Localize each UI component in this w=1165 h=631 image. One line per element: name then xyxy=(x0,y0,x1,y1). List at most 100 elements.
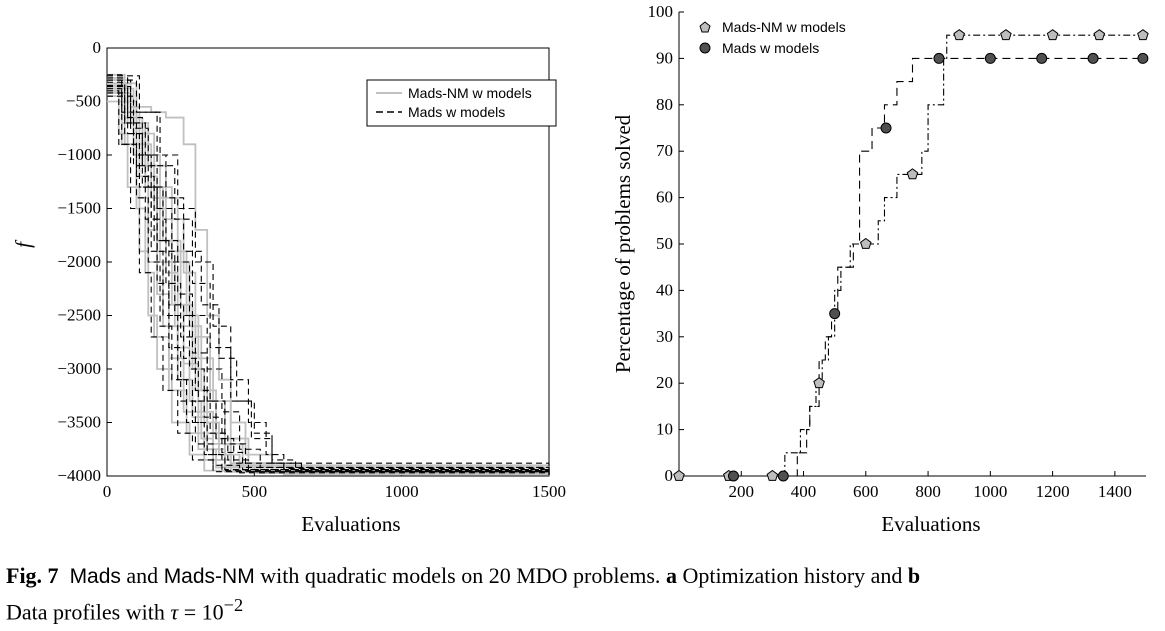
caption-and: and xyxy=(120,563,164,588)
run-line-mads xyxy=(107,90,550,476)
caption-text-1: with quadratic models on 20 MDO problems… xyxy=(254,563,666,588)
legend-box-a xyxy=(366,79,557,127)
x-tick-label-a: 1500 xyxy=(532,482,566,501)
marker-mads-nm xyxy=(1137,29,1149,41)
legend-label-mads-b: Mads w models xyxy=(722,40,819,56)
marker-mads xyxy=(1036,52,1048,64)
y-tick-label-b: 70 xyxy=(656,141,673,160)
y-tick-label-a: −2000 xyxy=(57,252,101,271)
legend-swatch-mads-nm-b xyxy=(699,21,711,33)
run-line-mads xyxy=(107,81,550,475)
y-tick-label-b: 0 xyxy=(665,466,674,485)
run-line-mads xyxy=(107,92,550,475)
x-axis-label-a: Evaluations xyxy=(301,512,400,536)
x-tick-label-b: 1000 xyxy=(973,482,1007,501)
y-tick-label-b: 10 xyxy=(656,420,673,439)
caption-panel-b: b xyxy=(907,563,921,588)
caption-mads-nm: Mads-NM xyxy=(163,565,255,588)
y-tick-label-a: −4000 xyxy=(57,466,101,485)
run-line-mads-nm xyxy=(107,79,550,476)
x-tick-label-b: 800 xyxy=(915,482,941,501)
run-line-mads xyxy=(107,75,550,475)
caption-panel-a: a xyxy=(665,563,677,588)
marker-mads xyxy=(727,470,739,482)
run-line-mads-nm xyxy=(107,73,550,475)
run-line-mads-nm xyxy=(107,77,550,475)
y-tick-label-a: 0 xyxy=(93,38,102,57)
panel-a: 0 500 1000 1500 0 −500 −1000 −1500 −2000 −2500 −30… xyxy=(11,38,566,536)
caption-equals: = 10 xyxy=(178,599,224,625)
y-tick-label-b: 50 xyxy=(656,234,673,253)
y-tick-label-b: 20 xyxy=(656,373,673,392)
marker-mads xyxy=(1087,52,1099,64)
x-tick-label-b: 600 xyxy=(853,482,879,501)
x-tick-label-b: 400 xyxy=(791,482,817,501)
panel-b: 200 400 600 800 1000 1200 1400 0 10 20 30 40 50 60 70 8… xyxy=(611,2,1149,536)
x-tick-label-b: 200 xyxy=(729,482,755,501)
caption-exponent: −2 xyxy=(223,595,244,615)
run-line-mads xyxy=(107,95,550,475)
series-lines-b xyxy=(673,29,1149,482)
y-tick-label-b: 30 xyxy=(656,327,673,346)
x-tick-label-a: 1000 xyxy=(385,482,419,501)
marker-mads xyxy=(829,308,841,320)
y-tick-label-a: −500 xyxy=(66,92,101,111)
marker-mads-nm xyxy=(860,237,872,249)
y-axis-label-a: f xyxy=(11,239,35,248)
caption-fig-number: Fig. 7 xyxy=(6,563,59,588)
profile-line-mads-nm xyxy=(679,34,1146,477)
legend-swatch-mads-b xyxy=(699,42,711,54)
y-tick-label-a: −2500 xyxy=(57,306,101,325)
caption-tau: τ xyxy=(170,599,179,625)
x-tick-label-b: 1400 xyxy=(1098,482,1132,501)
run-line-mads xyxy=(107,84,550,475)
caption-mads: Mads xyxy=(69,565,121,588)
marker-mads xyxy=(777,470,789,482)
marker-mads-nm xyxy=(813,377,825,389)
caption-line-2: Data profiles with xyxy=(6,599,171,625)
run-line-mads-nm xyxy=(107,100,550,475)
marker-mads-nm xyxy=(953,29,965,41)
run-line-mads xyxy=(107,77,550,475)
x-tick-label-a: 0 xyxy=(103,482,112,501)
marker-mads xyxy=(880,122,892,134)
tick-labels-a: 0 500 1000 1500 0 −500 −1000 −1500 −2000 −2500 −30… xyxy=(57,38,566,501)
legend-label-mads-nm-b: Mads-NM w models xyxy=(722,19,846,35)
marker-mads-nm xyxy=(906,168,919,180)
run-line-mads xyxy=(107,88,550,475)
run-line-mads xyxy=(107,79,550,475)
y-tick-label-a: −3000 xyxy=(57,359,101,378)
y-tick-label-b: 80 xyxy=(656,95,673,114)
legend-b: Mads-NM w models Mads w models xyxy=(699,19,846,56)
y-axis-label-b: Percentage of problems solved xyxy=(611,114,635,373)
figure-caption: Fig. 7 Mads and Mads-NM with quadratic m… xyxy=(6,562,1161,626)
x-axis-label-b: Evaluations xyxy=(881,512,980,536)
marker-mads-nm xyxy=(1093,29,1106,41)
marker-mads-nm xyxy=(1000,29,1012,41)
marker-mads xyxy=(1137,52,1149,64)
y-tick-label-b: 90 xyxy=(656,48,673,67)
marker-mads xyxy=(933,52,945,64)
run-line-mads-nm xyxy=(107,82,550,475)
run-line-mads xyxy=(107,74,550,475)
run-line-mads-nm xyxy=(107,84,550,476)
y-tick-label-a: −3500 xyxy=(57,413,101,432)
legend-a: Mads-NM w models Mads w models xyxy=(366,79,557,127)
run-line-mads-nm xyxy=(107,95,550,476)
marker-mads xyxy=(984,52,996,64)
marker-mads-nm xyxy=(1046,29,1059,41)
y-tick-label-b: 60 xyxy=(656,188,673,207)
y-tick-label-a: −1000 xyxy=(57,145,101,164)
run-line-mads-nm xyxy=(107,79,550,475)
series-lines-a xyxy=(107,73,550,476)
caption-text-2: Optimization history and xyxy=(676,563,908,588)
profile-line-mads xyxy=(679,57,1146,477)
y-tick-label-b: 40 xyxy=(656,280,673,299)
y-tick-label-b: 100 xyxy=(648,2,674,21)
figure: 0 500 1000 15000−500−1000−1500−2000−2500−30… xyxy=(11,2,1149,536)
run-line-mads xyxy=(107,79,550,475)
y-tick-label-a: −1500 xyxy=(57,199,101,218)
run-line-mads-nm xyxy=(107,87,550,475)
legend-label-mads-nm: Mads-NM w models xyxy=(408,85,532,101)
tick-labels-b: 200 400 600 800 1000 1200 1400 0 10 20 30 40 50 60 70 8… xyxy=(648,2,1132,501)
